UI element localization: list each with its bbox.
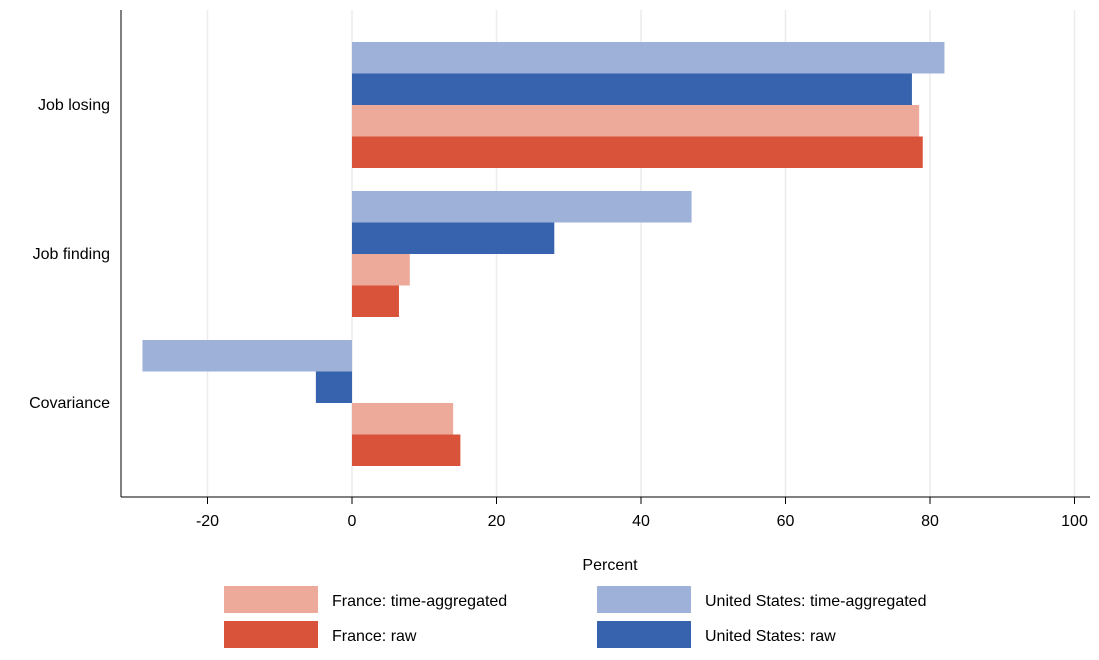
x-ticks: -20 0 20 40 60 80 100 <box>196 497 1088 530</box>
x-tick-label: 40 <box>632 513 650 530</box>
legend-swatch-2 <box>224 621 318 648</box>
legend-label-2: France: raw <box>332 628 417 645</box>
bar-covariance-series-2 <box>352 403 454 435</box>
bar-job-finding-series-2 <box>352 254 410 286</box>
legend-swatch-0 <box>224 586 318 613</box>
legend-label-3: United States: raw <box>705 628 836 645</box>
legend-label-0: France: time-aggregated <box>332 593 507 610</box>
legend-label-1: United States: time-aggregated <box>705 593 926 610</box>
y-category-label: Job losing <box>38 97 110 114</box>
bar-job-losing-series-3 <box>352 136 923 168</box>
y-category-labels: Job losing Job finding Covariance <box>29 97 110 412</box>
y-category-label: Covariance <box>29 395 110 412</box>
bar-groups <box>142 42 945 466</box>
bar-job-finding-series-1 <box>352 222 555 254</box>
x-tick-label: 60 <box>777 513 795 530</box>
bar-job-losing-series-2 <box>352 105 920 137</box>
bar-job-finding-series-0 <box>352 191 692 223</box>
bar-job-finding-series-3 <box>352 285 399 317</box>
x-tick-label: 100 <box>1061 513 1088 530</box>
axes <box>120 10 1090 498</box>
bar-job-losing-series-0 <box>352 42 945 74</box>
bar-covariance-series-1 <box>315 371 352 403</box>
bar-job-losing-series-1 <box>352 73 912 105</box>
legend-swatch-1 <box>597 586 691 613</box>
x-axis-label: Percent <box>582 557 638 574</box>
x-tick-label: -20 <box>196 513 219 530</box>
bar-covariance-series-0 <box>142 340 352 372</box>
legend: France: time-aggregated United States: ti… <box>224 586 926 648</box>
y-category-label: Job finding <box>33 246 110 263</box>
bar-covariance-series-3 <box>352 434 461 466</box>
legend-swatch-3 <box>597 621 691 648</box>
x-tick-label: 80 <box>921 513 939 530</box>
x-tick-label: 0 <box>348 513 357 530</box>
x-tick-label: 20 <box>488 513 506 530</box>
